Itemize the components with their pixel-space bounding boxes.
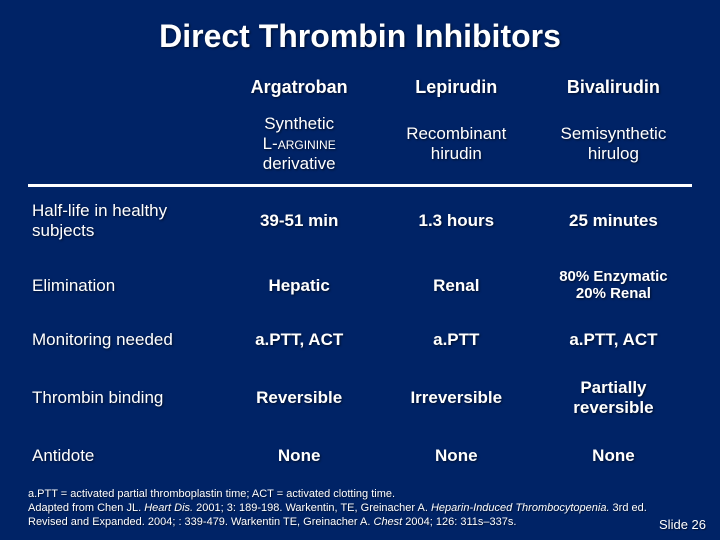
footnote: a.PTT = activated partial thromboplastin…: [28, 488, 692, 529]
row-antidote: Antidote None None None: [28, 432, 692, 480]
row-elimination: Elimination Hepatic Renal 80% Enzymatic2…: [28, 255, 692, 316]
cell-r4c2: Irreversible: [378, 364, 535, 432]
cell-r1c2: 1.3 hours: [378, 186, 535, 256]
cell-r4c3: Partiallyreversible: [535, 364, 692, 432]
cell-r5c3: None: [535, 432, 692, 480]
label-elimination: Elimination: [28, 255, 221, 316]
label-antidote: Antidote: [28, 432, 221, 480]
cell-r4c1: Reversible: [221, 364, 378, 432]
header-row: Argatroban Lepirudin Bivalirudin: [28, 69, 692, 106]
slide-title: Direct Thrombin Inhibitors: [28, 18, 692, 55]
cell-r2c2: Renal: [378, 255, 535, 316]
row-half-life: Half-life in healthy subjects 39-51 min …: [28, 186, 692, 256]
col-argatroban: Argatroban: [221, 69, 378, 106]
desc-empty: [28, 106, 221, 186]
row-thrombin-binding: Thrombin binding Reversible Irreversible…: [28, 364, 692, 432]
slide-number: Slide 26: [659, 517, 706, 532]
col-lepirudin: Lepirudin: [378, 69, 535, 106]
cell-r5c1: None: [221, 432, 378, 480]
description-row: Synthetic L-arginine derivative Recombin…: [28, 106, 692, 186]
cell-r1c3: 25 minutes: [535, 186, 692, 256]
desc-bivalirudin: Semisynthetichirulog: [535, 106, 692, 186]
desc-argatroban: Synthetic L-arginine derivative: [221, 106, 378, 186]
label-half-life: Half-life in healthy subjects: [28, 186, 221, 256]
cell-r5c2: None: [378, 432, 535, 480]
label-thrombin-binding: Thrombin binding: [28, 364, 221, 432]
cell-r1c1: 39-51 min: [221, 186, 378, 256]
cell-r2c1: Hepatic: [221, 255, 378, 316]
cell-r2c3: 80% Enzymatic20% Renal: [535, 255, 692, 316]
col-bivalirudin: Bivalirudin: [535, 69, 692, 106]
comparison-table: Argatroban Lepirudin Bivalirudin Synthet…: [28, 69, 692, 480]
cell-r3c2: a.PTT: [378, 316, 535, 364]
header-empty: [28, 69, 221, 106]
label-monitoring: Monitoring needed: [28, 316, 221, 364]
row-monitoring: Monitoring needed a.PTT, ACT a.PTT a.PTT…: [28, 316, 692, 364]
cell-r3c1: a.PTT, ACT: [221, 316, 378, 364]
cell-r3c3: a.PTT, ACT: [535, 316, 692, 364]
desc-lepirudin: Recombinanthirudin: [378, 106, 535, 186]
